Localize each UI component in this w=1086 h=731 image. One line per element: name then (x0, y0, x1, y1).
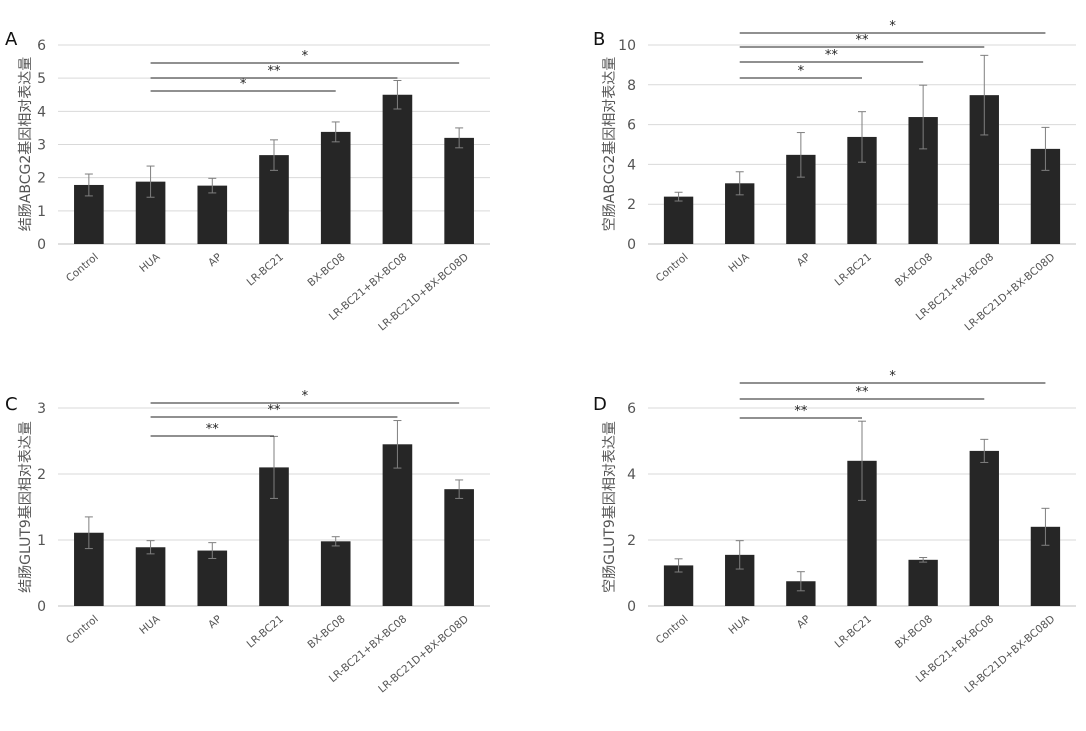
panel-letter: D (593, 394, 607, 415)
x-tick-label: BX-BC08 (893, 251, 935, 289)
bar (197, 550, 228, 606)
y-tick-label: 6 (627, 118, 636, 134)
x-tick-label: BX-BC08 (305, 251, 347, 289)
y-tick-label: 6 (37, 38, 46, 54)
bar (135, 547, 166, 606)
bar (320, 131, 351, 244)
bar (197, 185, 228, 244)
x-tick-label: AP (795, 251, 813, 269)
x-tick-label: LR-BC21 (245, 251, 286, 288)
panel-d: D 空肠GLUT9基因相对表达量 0 2 4 6 Control HUA AP LR-BC21… (593, 369, 1076, 695)
x-tick-label: LR-BC21 (833, 251, 874, 288)
x-tick-label: HUA (137, 251, 163, 275)
panel-letter: C (5, 394, 18, 415)
significance-label: * (240, 77, 247, 92)
panel-b: B 空肠ABCG2基因相对表达量 0 2 4 6 8 10 Control HUA AP LR-B… (593, 19, 1076, 333)
bar (320, 541, 351, 606)
y-tick-label: 4 (627, 467, 636, 483)
x-tick-label: Control (64, 613, 101, 647)
x-tick-label: Control (64, 251, 101, 285)
significance-label: ** (794, 404, 808, 419)
y-tick-label: 4 (37, 104, 46, 120)
significance-label: ** (206, 422, 220, 437)
significance-label: * (302, 389, 309, 404)
bar (382, 94, 413, 244)
bar (663, 196, 694, 244)
y-tick-label: 6 (627, 401, 636, 417)
bar (444, 137, 474, 244)
y-axis-label: 结肠GLUT9基因相对表达量 (17, 421, 34, 593)
panel-letter: A (5, 29, 18, 50)
y-tick-label: 0 (37, 237, 46, 253)
bar (382, 444, 413, 606)
y-tick-label: 10 (618, 38, 636, 54)
x-tick-label: Control (654, 613, 691, 647)
significance-label: * (302, 49, 309, 64)
y-tick-label: 1 (37, 204, 46, 220)
y-tick-label: 2 (627, 533, 636, 549)
y-tick-label: 2 (37, 467, 46, 483)
significance-label: ** (856, 385, 870, 400)
y-axis-label: 空肠GLUT9基因相对表达量 (601, 421, 618, 593)
y-tick-label: 8 (627, 78, 636, 94)
significance-label: ** (268, 403, 282, 418)
y-tick-label: 2 (37, 171, 46, 187)
significance-label: * (889, 19, 896, 34)
x-tick-label: AP (206, 613, 224, 631)
y-tick-label: 3 (37, 138, 46, 154)
y-tick-label: 4 (627, 157, 636, 173)
significance-label: ** (825, 48, 839, 63)
y-tick-label: 0 (37, 599, 46, 615)
x-tick-label: AP (206, 251, 224, 269)
significance-label: ** (856, 33, 870, 48)
y-tick-label: 0 (627, 237, 636, 253)
x-tick-label: LR-BC21 (245, 613, 286, 650)
bar (444, 489, 474, 606)
y-tick-label: 1 (37, 533, 46, 549)
bar (908, 559, 938, 606)
significance-label: ** (268, 64, 282, 79)
y-tick-label: 0 (627, 599, 636, 615)
y-tick-label: 3 (37, 401, 46, 417)
bar (969, 450, 999, 606)
x-tick-label: HUA (726, 251, 752, 275)
y-axis-label: 结肠ABCG2基因相对表达量 (17, 57, 34, 231)
y-tick-label: 5 (37, 71, 46, 87)
panel-letter: B (593, 29, 605, 50)
x-tick-label: Control (654, 251, 691, 285)
panel-c: C 结肠GLUT9基因相对表达量 0 1 2 3 Control HUA AP LR-BC21… (5, 389, 490, 695)
x-tick-label: HUA (726, 613, 752, 637)
x-tick-label: BX-BC08 (893, 613, 935, 651)
x-tick-label: LR-BC21 (833, 613, 874, 650)
y-tick-label: 2 (627, 197, 636, 213)
significance-label: * (889, 369, 896, 384)
significance-label: * (798, 64, 805, 79)
x-tick-label: AP (795, 613, 813, 631)
x-tick-label: BX-BC08 (305, 613, 347, 651)
x-tick-label: HUA (137, 613, 163, 637)
panel-a: A 结肠ABCG2基因相对表达量 0 1 2 3 4 5 6 Control HUA AP LR-B… (5, 29, 490, 333)
y-axis-label: 空肠ABCG2基因相对表达量 (601, 57, 618, 231)
